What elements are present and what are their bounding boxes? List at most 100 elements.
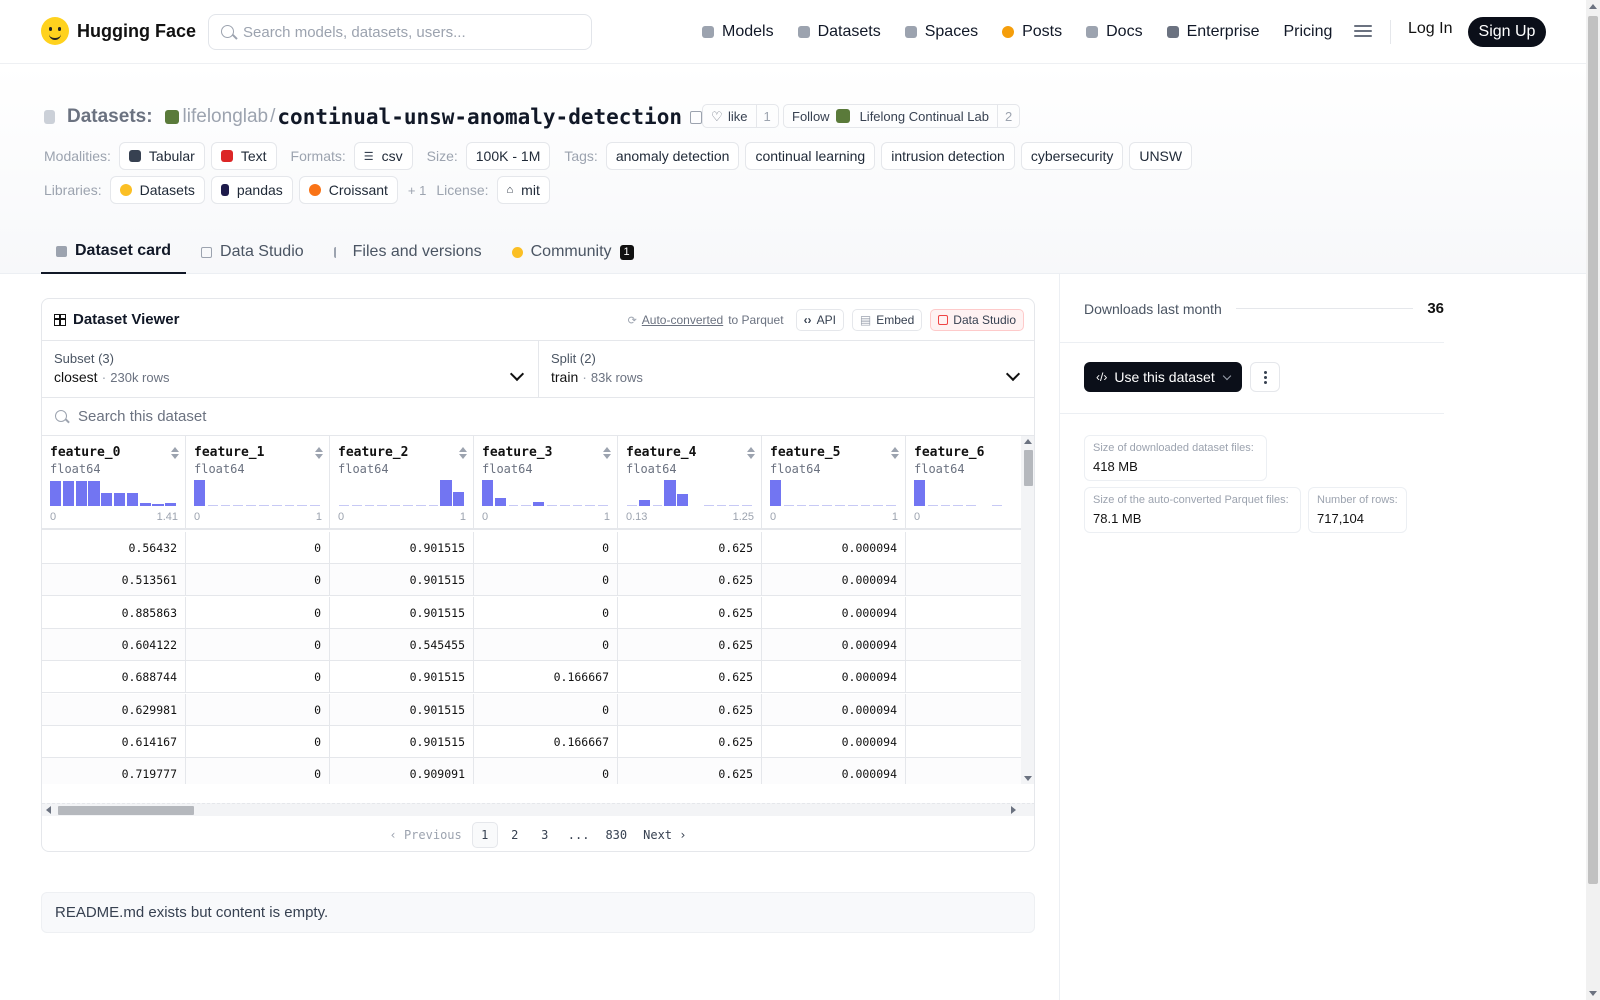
histogram-bar[interactable]: [207, 505, 218, 506]
table-cell[interactable]: 0.000094: [762, 564, 906, 597]
table-cell[interactable]: 0.000094: [762, 661, 906, 694]
histogram-bar[interactable]: [284, 505, 295, 506]
histogram-bar[interactable]: [259, 505, 269, 506]
table-cell[interactable]: 0.625: [618, 725, 762, 758]
scroll-right-icon[interactable]: [1011, 806, 1016, 814]
histogram-bar[interactable]: [991, 505, 1002, 506]
scroll-thumb[interactable]: [1588, 16, 1598, 884]
histogram-bar[interactable]: [664, 480, 676, 506]
column-header-feature_6[interactable]: feature_6 float64 0: [906, 436, 1021, 530]
column-header-feature_5[interactable]: feature_5 float64 0 1: [762, 436, 906, 530]
table-row[interactable]: 0.629981 0 0.901515 0 0.625 0.000094: [42, 693, 1021, 726]
histogram-bar[interactable]: [114, 493, 126, 506]
histogram-bar[interactable]: [494, 498, 507, 506]
table-cell[interactable]: 0.625: [618, 628, 762, 661]
histogram-bar[interactable]: [440, 480, 452, 506]
title-prefix[interactable]: Datasets:: [67, 106, 153, 127]
format-csv[interactable]: ☰ csv: [353, 142, 413, 170]
table-cell[interactable]: 0.000094: [762, 532, 906, 564]
page-button-1[interactable]: 1: [471, 822, 498, 848]
histogram-bar[interactable]: [953, 505, 964, 506]
table-cell[interactable]: 0.513561: [42, 564, 186, 597]
histogram-bar[interactable]: [351, 505, 362, 506]
histogram-bar[interactable]: [940, 505, 951, 506]
histogram-bar[interactable]: [415, 505, 426, 506]
table-cell[interactable]: 0.56432: [42, 532, 186, 564]
histogram-bar[interactable]: [703, 505, 714, 506]
histogram-bar[interactable]: [126, 493, 139, 506]
histogram-bar[interactable]: [521, 505, 532, 506]
table-cell[interactable]: 0.625: [618, 661, 762, 694]
page-button-3[interactable]: 3: [541, 828, 549, 842]
histogram-bar[interactable]: [598, 505, 608, 506]
follow-button[interactable]: Follow Lifelong Continual Lab 2: [783, 104, 1021, 128]
table-cell[interactable]: 0.901515: [330, 693, 474, 726]
tag-unsw[interactable]: UNSW: [1129, 142, 1193, 170]
data-studio-button[interactable]: Data Studio: [930, 309, 1024, 331]
table-cell[interactable]: 0: [186, 693, 330, 726]
table-cell[interactable]: 0.629981: [42, 693, 186, 726]
histogram-bar[interactable]: [716, 505, 727, 506]
scroll-down-icon[interactable]: [1589, 991, 1597, 996]
tag-continual-learning[interactable]: continual learning: [745, 142, 876, 170]
next-page-button[interactable]: Next ›: [643, 828, 687, 842]
histogram-bar[interactable]: [809, 505, 820, 506]
table-cell[interactable]: 0.719777: [42, 758, 186, 784]
more-options-button[interactable]: [1250, 362, 1280, 392]
table-cell[interactable]: 0.625: [618, 532, 762, 564]
histogram-bar[interactable]: [482, 480, 494, 506]
histogram-bar[interactable]: [271, 505, 282, 506]
table-cell[interactable]: 0: [474, 564, 618, 597]
sort-icon[interactable]: [747, 447, 755, 459]
tab-dataset-card[interactable]: Dataset card: [41, 230, 187, 274]
tab-community[interactable]: Community 1: [497, 230, 649, 274]
histogram-bar[interactable]: [194, 480, 206, 506]
table-cell[interactable]: [906, 694, 1021, 726]
table-cell[interactable]: [906, 564, 1021, 596]
signup-button[interactable]: Sign Up: [1468, 17, 1546, 47]
nav-datasets[interactable]: Datasets: [797, 23, 881, 41]
scroll-up-icon[interactable]: [1589, 4, 1597, 9]
library-datasets[interactable]: Datasets: [109, 176, 205, 204]
nav-docs[interactable]: Docs: [1086, 23, 1143, 41]
histogram-bar[interactable]: [585, 505, 596, 506]
modality-tabular[interactable]: Tabular: [118, 142, 205, 170]
histogram-bar[interactable]: [88, 481, 100, 506]
table-row[interactable]: 0.688744 0 0.901515 0.166667 0.625 0.000094: [42, 661, 1021, 694]
histogram-bar[interactable]: [822, 505, 832, 506]
table-cell[interactable]: 0.688744: [42, 661, 186, 694]
scroll-thumb[interactable]: [58, 806, 194, 815]
table-cell[interactable]: 0.614167: [42, 725, 186, 758]
nav-spaces[interactable]: Spaces: [904, 23, 978, 41]
table-cell[interactable]: [906, 758, 1021, 784]
histogram-bar[interactable]: [403, 505, 413, 506]
table-row[interactable]: 0.614167 0 0.901515 0.166667 0.625 0.000094: [42, 725, 1021, 758]
brand-link[interactable]: Hugging Face: [41, 17, 196, 45]
sort-icon[interactable]: [171, 447, 179, 459]
nav-models[interactable]: Models: [702, 23, 774, 41]
histogram-bar[interactable]: [50, 481, 62, 506]
table-cell[interactable]: 0.000094: [762, 758, 906, 784]
histogram-bar[interactable]: [75, 481, 87, 506]
table-cell[interactable]: 0.000094: [762, 725, 906, 758]
histogram-bar[interactable]: [453, 491, 465, 506]
sort-icon[interactable]: [459, 447, 467, 459]
table-cell[interactable]: 0.885863: [42, 596, 186, 629]
embed-button[interactable]: ▤ Embed: [851, 309, 923, 331]
table-cell[interactable]: 0.901515: [330, 661, 474, 694]
table-row[interactable]: 0.604122 0 0.545455 0 0.625 0.000094: [42, 628, 1021, 661]
table-cell[interactable]: 0.000094: [762, 628, 906, 661]
scroll-thumb[interactable]: [1024, 450, 1033, 486]
histogram-bar[interactable]: [783, 505, 794, 506]
scroll-left-icon[interactable]: [46, 806, 51, 814]
table-vertical-scrollbar[interactable]: [1021, 436, 1034, 784]
table-cell[interactable]: 0.625: [618, 693, 762, 726]
table-cell[interactable]: [906, 629, 1021, 661]
table-cell[interactable]: 0.000094: [762, 693, 906, 726]
modality-text[interactable]: Text: [210, 142, 277, 170]
histogram-bar[interactable]: [796, 505, 807, 506]
histogram-bar[interactable]: [310, 505, 320, 506]
histogram-bar[interactable]: [62, 481, 75, 506]
histogram-bar[interactable]: [364, 505, 375, 506]
histogram-bar[interactable]: [572, 505, 583, 506]
